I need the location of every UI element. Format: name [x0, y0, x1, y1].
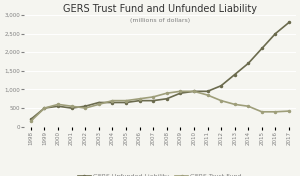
GERS Unfunded Liability [56, 105, 60, 107]
GERS Unfunded Liability [192, 90, 196, 92]
GERS Unfunded Liability [247, 62, 250, 64]
Title: GERS Trust Fund and Unfunded Liability: GERS Trust Fund and Unfunded Liability [63, 4, 257, 14]
GERS Trust Fund [274, 111, 277, 113]
GERS Trust Fund [260, 111, 264, 113]
GERS Trust Fund [178, 90, 182, 92]
GERS Unfunded Liability [165, 98, 169, 100]
Text: (millions of dollars): (millions of dollars) [130, 18, 190, 23]
GERS Trust Fund [138, 98, 141, 100]
GERS Unfunded Liability [138, 100, 141, 102]
GERS Unfunded Liability [152, 100, 155, 102]
Line: GERS Unfunded Liability: GERS Unfunded Liability [30, 21, 290, 120]
GERS Trust Fund [152, 96, 155, 98]
GERS Unfunded Liability [260, 47, 264, 49]
GERS Trust Fund [29, 120, 33, 122]
GERS Unfunded Liability [124, 101, 128, 103]
Legend: GERS Unfunded Liability, GERS Trust Fund: GERS Unfunded Liability, GERS Trust Fund [76, 172, 244, 176]
GERS Unfunded Liability [233, 74, 236, 76]
GERS Trust Fund [43, 107, 46, 109]
GERS Trust Fund [124, 100, 128, 102]
GERS Trust Fund [233, 103, 236, 105]
GERS Trust Fund [97, 103, 101, 105]
GERS Unfunded Liability [43, 107, 46, 109]
GERS Trust Fund [287, 110, 291, 112]
GERS Unfunded Liability [287, 21, 291, 23]
GERS Trust Fund [56, 103, 60, 105]
GERS Unfunded Liability [70, 107, 74, 109]
GERS Unfunded Liability [29, 118, 33, 120]
GERS Unfunded Liability [178, 92, 182, 94]
GERS Unfunded Liability [274, 33, 277, 35]
GERS Unfunded Liability [111, 101, 114, 103]
GERS Trust Fund [206, 94, 209, 96]
GERS Trust Fund [111, 100, 114, 102]
GERS Trust Fund [83, 107, 87, 109]
GERS Trust Fund [70, 105, 74, 107]
GERS Trust Fund [247, 105, 250, 107]
GERS Trust Fund [192, 90, 196, 92]
GERS Unfunded Liability [219, 85, 223, 87]
Line: GERS Trust Fund: GERS Trust Fund [30, 90, 290, 122]
GERS Unfunded Liability [206, 90, 209, 92]
GERS Unfunded Liability [83, 105, 87, 107]
GERS Trust Fund [219, 100, 223, 102]
GERS Unfunded Liability [97, 101, 101, 103]
GERS Trust Fund [165, 92, 169, 94]
